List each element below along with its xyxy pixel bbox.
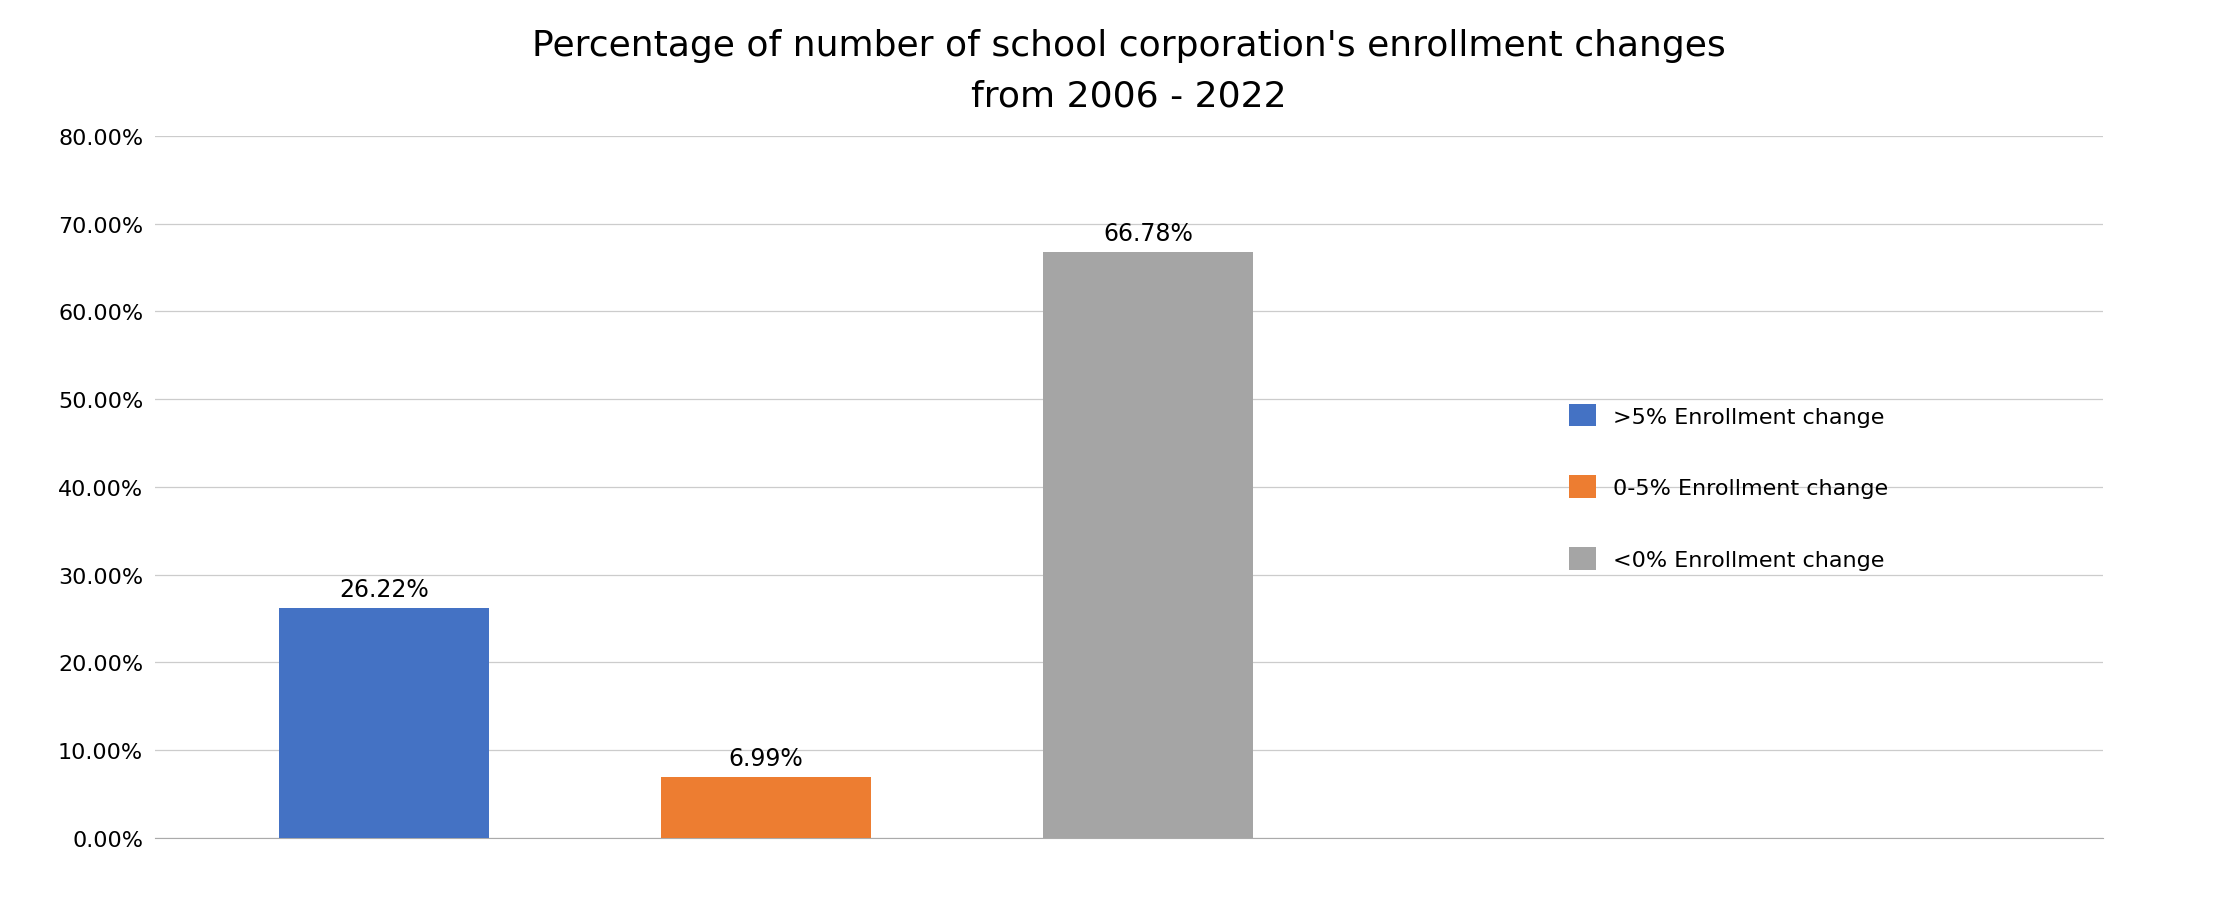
- Title: Percentage of number of school corporation's enrollment changes
from 2006 - 2022: Percentage of number of school corporati…: [531, 29, 1727, 113]
- Text: 26.22%: 26.22%: [339, 578, 430, 601]
- Bar: [279, 609, 489, 838]
- Text: 66.78%: 66.78%: [1103, 221, 1193, 246]
- Bar: [662, 777, 872, 838]
- Bar: [1043, 252, 1253, 838]
- Text: 6.99%: 6.99%: [728, 746, 804, 770]
- Legend: >5% Enrollment change, 0-5% Enrollment change, <0% Enrollment change: >5% Enrollment change, 0-5% Enrollment c…: [1570, 404, 1889, 570]
